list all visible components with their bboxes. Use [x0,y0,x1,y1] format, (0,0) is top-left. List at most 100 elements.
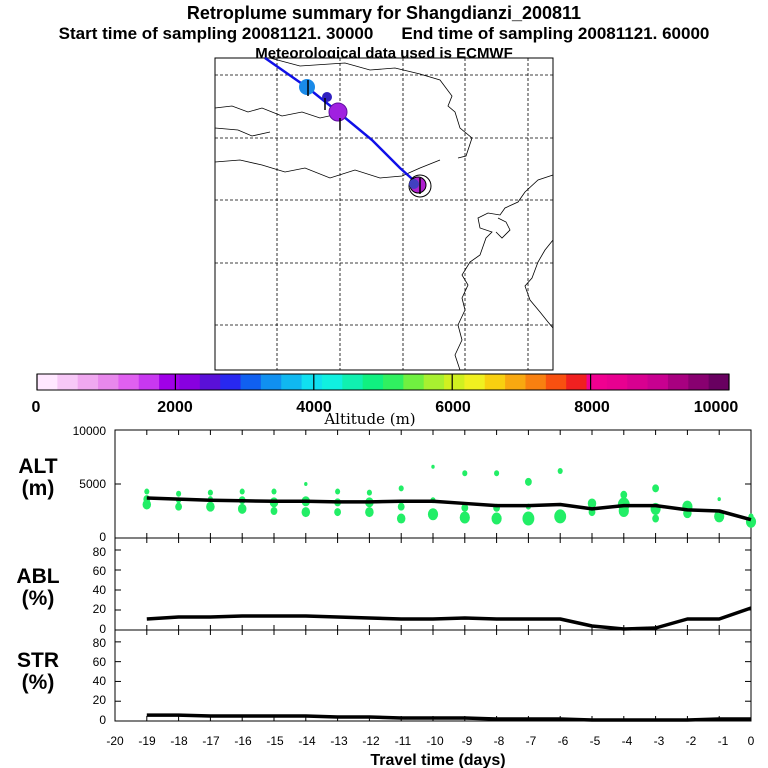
colorbar-swatch [505,374,526,390]
x-tick: -5 [590,734,601,748]
altitude-cluster [618,505,629,517]
altitude-cluster [237,503,247,514]
altitude-cluster [717,497,721,502]
colorbar-swatch [423,374,445,390]
altitude-cluster [427,508,439,521]
altitude-cluster [365,497,374,508]
x-tick: -17 [202,734,220,748]
colorbar-tick: 2000 [157,399,193,416]
altitude-cluster [366,489,372,496]
chart-title: Retroplume summary for Shangdianzi_20081… [186,3,582,23]
colorbar-swatch [647,374,669,390]
altitude-cluster [491,512,502,525]
altitude-cluster [430,497,436,504]
alt-y-tick: 0 [99,530,106,544]
x-tick: -3 [654,734,665,748]
alt-y-tick: 10000 [73,424,107,438]
altitude-cluster [207,489,213,496]
x-tick: -19 [138,734,156,748]
coastlines [214,57,554,371]
abl-label-bottom: (%) [21,587,55,610]
altitude-cluster [334,508,341,517]
colorbar-tick: 4000 [296,399,332,416]
alt-frame [114,429,752,539]
sampling-end: End time of sampling 20081121. 60000 [401,24,710,43]
abl-y-tick: 20 [93,602,107,616]
altitude-cluster [176,497,182,504]
altitude-cluster [745,515,757,528]
altitude-cluster [271,488,277,495]
alt-label-top: ALT [18,455,58,478]
altitude-cluster [588,508,596,517]
abl-label-top: ABL [16,565,60,588]
colorbar-swatch [566,374,588,390]
alt-axis-label: ALT (m) [8,456,68,500]
colorbar-swatch [342,374,364,390]
altitude-colorbar [36,373,730,391]
str-y-tick: 0 [99,713,106,727]
x-tick: -20 [106,734,124,748]
colorbar-swatch [301,374,323,390]
colorbar-swatch [525,374,547,390]
x-tick: 0 [748,734,755,748]
colorbar-swatch [484,374,506,390]
alt-series-line [146,496,752,522]
x-tick: -12 [362,734,380,748]
trajectory-marker [322,92,332,102]
altitude-cluster [620,490,628,499]
altitude-cluster [652,484,659,493]
colorbar-tick-labels: 0 2000 4000 6000 8000 10000 [32,399,739,416]
altitude-cluster [525,477,532,486]
colorbar-tick: 8000 [574,399,610,416]
str-frame [114,629,752,722]
x-tick: -10 [426,734,444,748]
str-label-top: STR [17,649,59,672]
x-tick: -1 [718,734,729,748]
colorbar-swatch [37,374,58,390]
str-series-line [146,713,751,722]
colorbar-tick: 0 [32,399,41,416]
altitude-cluster [525,503,531,510]
colorbar-swatch [240,374,262,390]
colorbar-swatch [362,374,384,390]
std-bars [307,80,421,194]
colorbar-swatch [321,374,343,390]
x-tick: -6 [558,734,569,748]
x-tick: -14 [298,734,316,748]
x-tick-labels: -20 -19 -18 -17 -16 -15 -14 -13 -12 -11 … [106,734,754,748]
altitude-cluster [143,495,151,504]
altitude-cluster [176,490,182,497]
colorbar-swatch [627,374,649,390]
colorbar-swatch [667,374,689,390]
altitude-cluster [652,514,659,523]
colorbar-swatch [77,374,99,390]
str-label-bottom: (%) [21,671,55,694]
colorbar-swatch [57,374,79,390]
altitude-cluster [617,497,630,512]
x-tick: -11 [395,734,412,748]
colorbar-swatch [545,374,567,390]
x-tick: -15 [266,734,284,748]
altitude-cluster [431,464,435,469]
altitude-cluster [682,500,693,513]
trajectory-marker [409,179,419,189]
altitude-cluster [301,507,311,518]
altitude-cluster [144,488,150,495]
colorbar-swatch [586,374,608,390]
colorbar-label: Altitude (m) [323,410,415,428]
colorbar-swatch [118,374,140,390]
altitude-cluster [142,499,152,510]
trajectory-marker [409,176,427,194]
map-frame [214,57,554,371]
x-tick: -8 [494,734,505,748]
x-tick: -7 [526,734,537,748]
altitude-cluster [459,511,470,524]
str-axis-label: STR (%) [8,650,68,694]
altitude-cluster [365,507,374,518]
str-y-tick: 20 [93,693,107,707]
altitude-cluster [239,488,245,495]
altitude-cluster [494,470,500,477]
release-site-marker [408,174,432,198]
altitude-cluster [557,468,563,475]
